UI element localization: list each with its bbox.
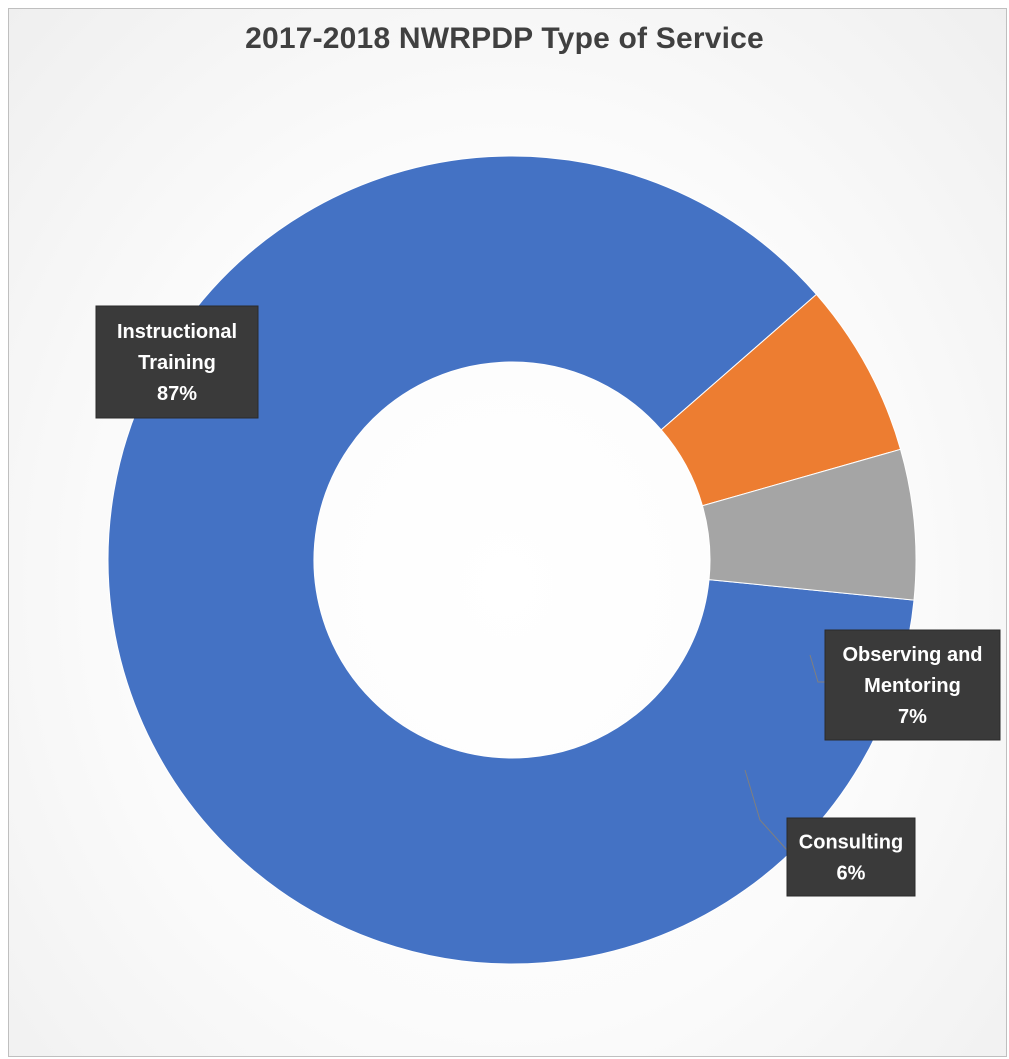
leader-line: [744, 769, 788, 851]
data-label: Instructional Training 87%: [95, 305, 259, 419]
data-label-value: 6%: [837, 863, 866, 885]
data-label-box: [786, 817, 916, 897]
data-label-box: [95, 305, 259, 419]
leader-line: [809, 654, 825, 683]
data-label-value: 7%: [898, 706, 927, 728]
data-label-category: Training: [138, 352, 216, 374]
data-label-category: Observing and: [842, 644, 982, 666]
data-label-value: 87%: [157, 383, 197, 405]
chart-title: 2017-2018 NWRPDP Type of Service: [245, 22, 764, 55]
slice-consulting: [701, 448, 917, 601]
data-label-category: Mentoring: [864, 675, 961, 697]
data-label-box: [824, 629, 1001, 741]
data-label: Consulting 6%: [786, 817, 916, 897]
data-label-category: Instructional: [117, 321, 237, 343]
slice-instructional-training: [107, 155, 915, 965]
data-label: Observing and Mentoring 7%: [824, 629, 1001, 741]
data-label-category: Consulting: [799, 832, 903, 854]
